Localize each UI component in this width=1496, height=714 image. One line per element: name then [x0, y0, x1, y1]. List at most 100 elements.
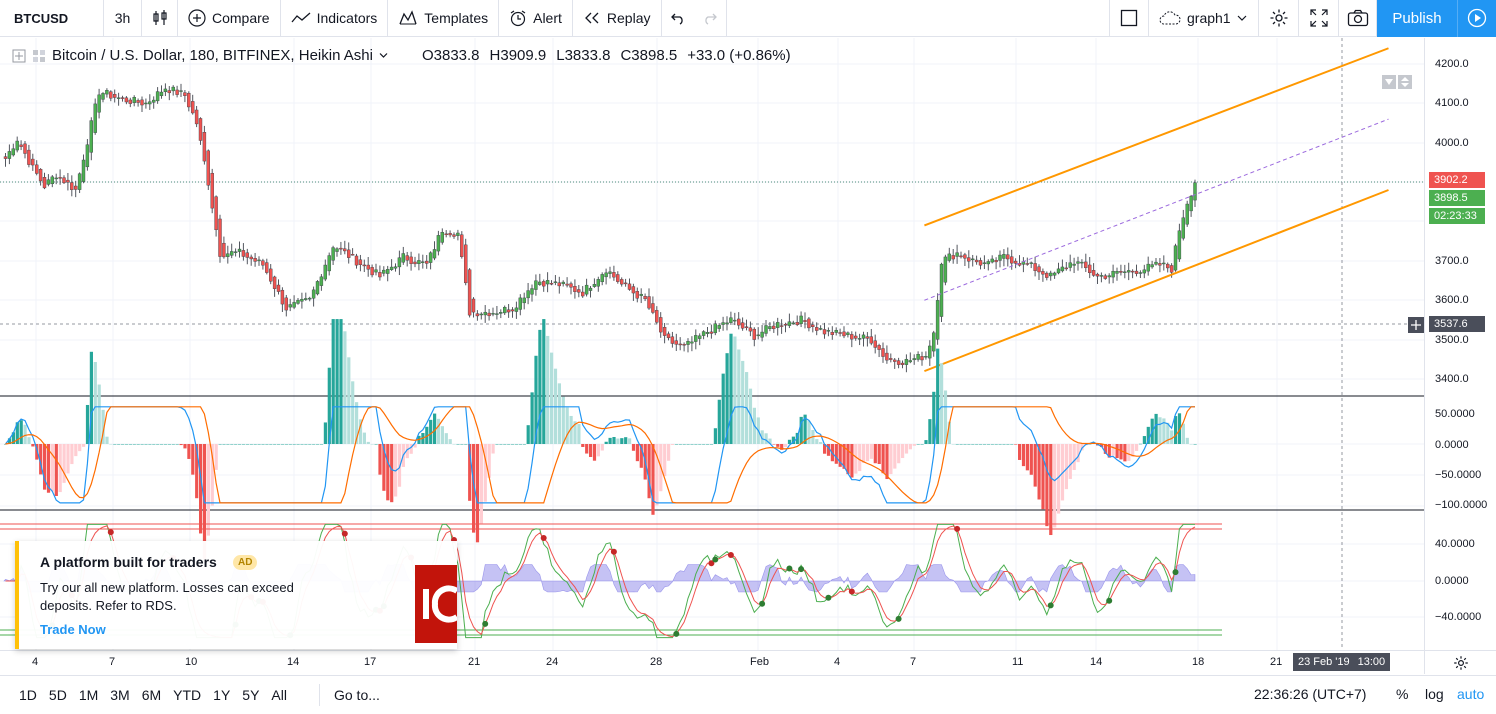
macd-histogram-bar — [452, 444, 456, 445]
macd-histogram-bar — [589, 444, 593, 457]
trade-now-link[interactable]: Trade Now — [40, 622, 106, 637]
macd-histogram-bar — [1158, 417, 1162, 444]
candle-down — [616, 274, 620, 282]
add-marker-button[interactable] — [1408, 317, 1424, 333]
macd-histogram-bar — [1041, 444, 1045, 510]
layout-button[interactable] — [1109, 0, 1149, 37]
candle-down — [670, 336, 675, 344]
macd-histogram-bar — [405, 444, 409, 459]
templates-label: Templates — [424, 10, 489, 26]
crossover-dot — [540, 535, 547, 542]
range-5d[interactable]: 5D — [48, 687, 67, 703]
chart-canvas[interactable] — [0, 38, 1424, 650]
macd-histogram-bar — [370, 444, 374, 445]
macd-histogram-bar — [460, 444, 464, 445]
candle-up — [386, 269, 390, 274]
alert-button[interactable]: Alert — [499, 0, 573, 37]
macd-histogram-bar — [526, 425, 530, 444]
candle-down — [850, 334, 854, 340]
range-5y[interactable]: 5Y — [242, 687, 260, 703]
chevron-down-icon[interactable] — [379, 52, 388, 59]
percent-toggle[interactable]: % — [1396, 686, 1409, 702]
price-axis[interactable]: 4200.0 4100.0 4000.0 3700.0 3600.0 3500.… — [1424, 38, 1496, 650]
maximize-pane-button[interactable] — [1398, 75, 1412, 89]
candle-down — [627, 283, 632, 290]
macd-histogram-bar — [862, 444, 866, 463]
parallel-channel-drawing[interactable] — [924, 47, 1389, 373]
macd-histogram-bar — [1162, 418, 1166, 444]
candle-up — [912, 358, 916, 361]
replay-button[interactable]: Replay — [573, 0, 662, 37]
macd-histogram-bar — [93, 361, 97, 444]
candle-down — [506, 309, 511, 313]
candle-up — [1056, 268, 1061, 274]
publish-video-button[interactable] — [1457, 0, 1496, 37]
macd-histogram-bar — [327, 367, 331, 444]
candle-up — [705, 332, 710, 334]
macd-histogram-bar — [803, 414, 807, 444]
auto-toggle[interactable]: auto — [1457, 686, 1485, 702]
range-1d[interactable]: 1D — [19, 687, 37, 703]
ad-popup[interactable]: A platform built for traders AD Try our … — [15, 541, 459, 649]
macd-histogram-bar — [43, 444, 47, 490]
snapshot-button[interactable] — [1339, 0, 1377, 37]
candle-down — [378, 272, 382, 278]
ad-logo[interactable] — [415, 565, 459, 643]
candle-down — [662, 327, 667, 336]
chart-legend: Bitcoin / U.S. Dollar, 180, BITFINEX, He… — [12, 47, 791, 64]
clock-timezone[interactable]: 22:36:26 (UTC+7) — [1254, 686, 1367, 702]
range-ytd[interactable]: YTD — [173, 687, 202, 703]
undo-button[interactable] — [662, 0, 694, 37]
high-value: H3909.9 — [489, 47, 547, 64]
candle-up — [15, 140, 19, 151]
time-axis[interactable]: 4 7 10 14 17 21 24 28 Feb 4 7 11 14 18 2… — [0, 650, 1424, 674]
templates-button[interactable]: Templates — [388, 0, 500, 37]
candle-down — [1103, 275, 1108, 279]
macd-histogram-bar — [518, 444, 522, 445]
candle-up — [932, 332, 936, 352]
candle-up — [924, 355, 928, 358]
macd-histogram-bar — [928, 419, 932, 444]
range-1m[interactable]: 1M — [78, 687, 99, 703]
symbol-search[interactable]: BTCUSD — [0, 0, 104, 37]
settings-button[interactable] — [1259, 0, 1299, 37]
expand-icon[interactable] — [12, 49, 26, 63]
macd-histogram-bar — [940, 363, 944, 444]
candle-up — [1154, 261, 1158, 265]
macd-histogram-bar — [702, 444, 706, 445]
candle-down — [1091, 270, 1096, 276]
goto-button[interactable]: Go to... — [318, 684, 380, 706]
publish-button[interactable]: Publish — [1377, 0, 1457, 37]
collapse-pane-button[interactable] — [1382, 75, 1396, 89]
macd-histogram-bar — [397, 444, 402, 487]
channel-middle-line — [924, 118, 1389, 301]
candle-down — [651, 303, 655, 313]
compare-button[interactable]: Compare — [178, 0, 281, 37]
symbol-description[interactable]: Bitcoin / U.S. Dollar, 180, BITFINEX, He… — [52, 47, 373, 64]
candle-up — [1072, 263, 1076, 266]
interval-button[interactable]: 3h — [104, 0, 142, 37]
chart-style-button[interactable] — [142, 0, 178, 37]
fullscreen-button[interactable] — [1299, 0, 1339, 37]
chart-settings-button[interactable] — [1424, 650, 1496, 674]
redo-button[interactable] — [694, 0, 727, 37]
candle-down — [795, 322, 799, 325]
macd-histogram-bar — [444, 433, 448, 444]
candle-up — [846, 332, 850, 335]
macd-histogram-bar — [163, 444, 168, 445]
layout-name-button[interactable]: graph1 — [1149, 0, 1259, 37]
templates-icon — [399, 10, 417, 25]
range-all[interactable]: All — [271, 687, 287, 703]
candle-up — [561, 281, 565, 285]
range-1y[interactable]: 1Y — [213, 687, 231, 703]
macd-histogram-bar — [534, 355, 538, 444]
log-toggle[interactable]: log — [1425, 686, 1444, 702]
range-3m[interactable]: 3M — [110, 687, 130, 703]
macd-histogram-bar — [971, 444, 975, 445]
macd-histogram-bar — [152, 444, 156, 445]
candle-down — [405, 255, 409, 261]
candle-up — [1177, 230, 1182, 260]
range-6m[interactable]: 6M — [141, 687, 162, 703]
macd-histogram-bar — [1154, 413, 1158, 444]
indicators-button[interactable]: Indicators — [281, 0, 389, 37]
